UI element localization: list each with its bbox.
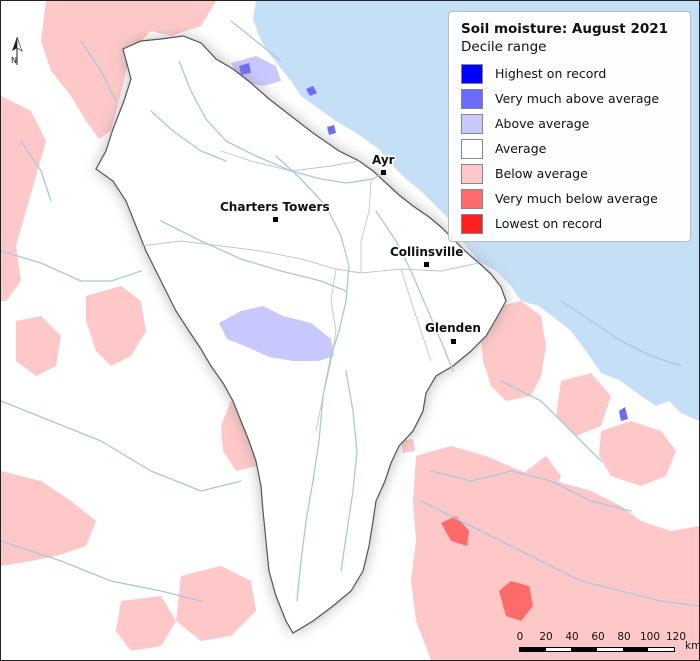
scale-tick-label: 100: [639, 631, 661, 643]
basin-outline: [95, 35, 507, 634]
town-label-charters-towers: Charters Towers: [220, 200, 330, 214]
town-markers: [273, 170, 456, 344]
legend-swatch: [461, 113, 483, 134]
legend-swatch: [461, 213, 483, 234]
scale-tick-label: 0: [516, 631, 524, 643]
scale-segment: [597, 648, 623, 651]
town-marker-ayr[interactable]: [381, 170, 386, 175]
scale-tick-label: 60: [591, 631, 605, 643]
legend-swatch: [461, 163, 483, 184]
legend-subtitle: Decile range: [461, 39, 547, 55]
legend-swatch: [461, 138, 483, 159]
scale-segment: [545, 648, 572, 651]
basin-above-average-region: [219, 306, 334, 361]
town-marker-charters-towers[interactable]: [273, 217, 278, 222]
legend-swatch: [461, 88, 483, 109]
very-much-below-average-regions: [441, 516, 533, 621]
scale-unit: km: [685, 640, 700, 652]
scale-segment: [648, 648, 675, 651]
legend-swatch: [461, 188, 483, 209]
town-label-collinsville: Collinsville: [390, 245, 463, 259]
scale-segment: [622, 648, 649, 651]
scale-strip: [519, 647, 675, 652]
scale-tick-label: 120: [665, 631, 687, 643]
legend-label: Highest on record: [495, 66, 607, 81]
legend-label: Very much above average: [495, 91, 660, 106]
north-arrow-icon: [12, 37, 23, 65]
legend-item-above: Above average: [461, 111, 680, 136]
scale-tick-label: 20: [539, 631, 553, 643]
scale-bar: 0 20 40 60 80 100 120 km: [516, 631, 700, 657]
very-much-above-average-regions: [239, 63, 628, 421]
legend-item-highest: Highest on record: [461, 61, 680, 86]
scale-tick-label: 80: [617, 631, 631, 643]
legend-item-very-much-above: Very much above average: [461, 86, 680, 111]
legend-label: Above average: [495, 116, 590, 131]
legend-swatch: [461, 63, 483, 84]
legend-label: Average: [495, 141, 547, 156]
legend-label: Lowest on record: [495, 216, 603, 231]
legend-label: Below average: [495, 166, 588, 181]
scale-segment: [520, 648, 546, 651]
legend-label: Very much below average: [495, 191, 658, 206]
town-label-ayr: Ayr: [372, 153, 395, 167]
town-label-glenden: Glenden: [425, 321, 481, 335]
town-marker-glenden[interactable]: [451, 339, 456, 344]
rivers: [1, 20, 699, 607]
legend-item-lowest: Lowest on record: [461, 211, 680, 236]
scale-segment: [571, 648, 598, 651]
legend-item-very-much-below: Very much below average: [461, 186, 680, 211]
map-legend: Soil moisture: August 2021 Decile range …: [448, 11, 691, 242]
legend-item-average: Average: [461, 136, 680, 161]
legend-title: Soil moisture: August 2021: [461, 21, 669, 37]
legend-item-below: Below average: [461, 161, 680, 186]
scale-tick-label: 40: [565, 631, 579, 643]
north-label: N: [11, 56, 17, 65]
town-marker-collinsville[interactable]: [424, 262, 429, 267]
